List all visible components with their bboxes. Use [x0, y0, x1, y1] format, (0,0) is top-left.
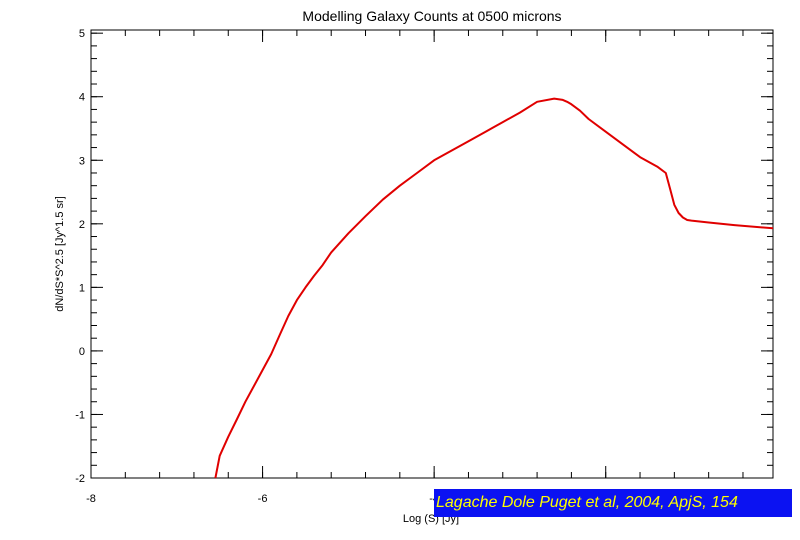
- series-line: [214, 97, 774, 479]
- y-tick-label: 2: [79, 219, 85, 231]
- y-tick-label: 5: [79, 28, 85, 40]
- y-tick-label: -2: [75, 473, 85, 485]
- y-axis-label: dN/dS*S^2.5 [Jy^1.5 sr]: [54, 196, 66, 311]
- plot-frame: [90, 29, 774, 479]
- y-tick-label: 3: [79, 155, 85, 167]
- citation-banner: Lagache Dole Puget et al, 2004, ApjS, 15…: [434, 489, 792, 517]
- x-tick-label: -6: [258, 493, 268, 505]
- y-tick-label: 4: [79, 92, 85, 104]
- x-tick-label: -8: [86, 493, 96, 505]
- y-tick-label: -1: [75, 409, 85, 421]
- series-layer: [214, 97, 774, 479]
- y-tick-label: 1: [79, 282, 85, 294]
- y-tick-label: 0: [79, 346, 85, 358]
- chart-title: Modelling Galaxy Counts at 0500 microns: [302, 8, 561, 24]
